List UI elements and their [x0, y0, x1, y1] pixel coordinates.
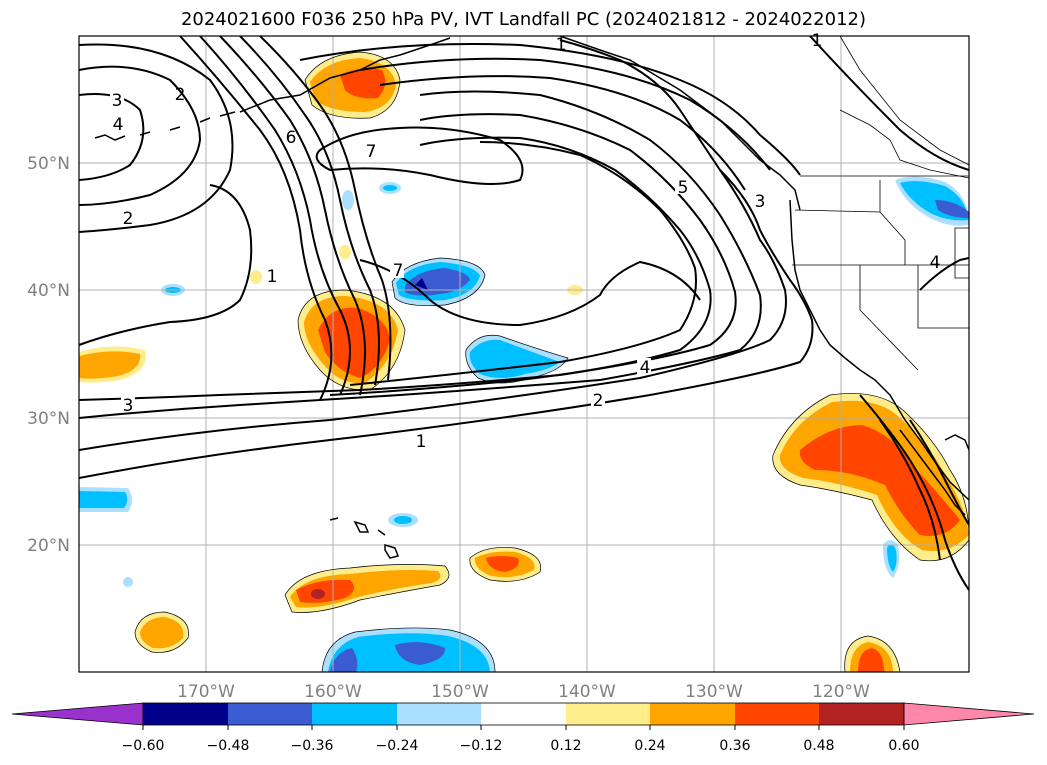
lon-label-130w: 130°W — [685, 682, 743, 702]
lat-label-40n: 40°N — [27, 281, 70, 301]
contour-label: 3 — [112, 91, 123, 111]
colorbar: −0.60 −0.48 −0.36 −0.24 −0.12 0.12 0.24 … — [11, 702, 1035, 754]
colorbar-segment — [143, 703, 228, 725]
contour-label: 2 — [175, 85, 186, 105]
colorbar-tick-label: 0.12 — [550, 738, 581, 754]
colorbar-tick-label: −0.24 — [376, 738, 419, 754]
lat-label-20n: 20°N — [27, 536, 70, 556]
colorbar-segment — [312, 703, 397, 725]
contour-label-group — [110, 92, 767, 448]
lat-label-30n: 30°N — [27, 409, 70, 429]
contour-label: 5 — [678, 178, 689, 198]
colorbar-frame — [142, 702, 905, 726]
lon-label-120w: 120°W — [812, 682, 870, 702]
colorbar-under-extend — [11, 702, 144, 726]
contour-label: 4 — [930, 253, 941, 273]
ivt-contours — [79, 36, 969, 591]
lon-label-150w: 150°W — [431, 682, 489, 702]
colorbar-segment — [819, 703, 904, 725]
colorbar-segment — [566, 703, 650, 725]
contour-label: 7 — [393, 261, 404, 281]
map-title: 2024021600 F036 250 hPa PV, IVT Landfall… — [180, 9, 867, 30]
colorbar-tick-label: 0.48 — [803, 738, 834, 754]
lat-label-50n: 50°N — [27, 154, 70, 174]
colorbar-over-extend — [903, 702, 1035, 726]
colorbar-segment — [481, 703, 566, 725]
longitude-labels: 170°W 160°W 150°W 140°W 130°W 120°W — [177, 682, 870, 702]
colorbar-tick-label: 0.60 — [888, 738, 919, 754]
contour-label: 1 — [556, 35, 567, 55]
colorbar-tick-label: −0.12 — [460, 738, 503, 754]
colorbar-tick-label: 0.36 — [719, 738, 750, 754]
map-frame — [78, 35, 970, 673]
borders — [792, 36, 969, 371]
contour-label: 1 — [267, 267, 278, 287]
contour-label: 6 — [286, 128, 297, 148]
lon-label-170w: 170°W — [177, 682, 235, 702]
contour-label: 1 — [812, 31, 823, 51]
colorbar-segment — [228, 703, 312, 725]
contour-labels: 3 4 2 2 3 1 2 4 5 3 6 7 7 1 1 1 4 — [112, 31, 941, 452]
contour-label: 4 — [113, 115, 124, 135]
colorbar-segment — [735, 703, 819, 725]
contour-label: 4 — [640, 358, 651, 378]
colorbar-tick-label: 0.24 — [634, 738, 665, 754]
contour-label: 3 — [755, 192, 766, 212]
contour-label: 2 — [593, 391, 604, 411]
colorbar-tick-label: −0.48 — [207, 738, 250, 754]
lon-label-140w: 140°W — [558, 682, 616, 702]
contour-label: 2 — [123, 209, 134, 229]
lon-label-160w: 160°W — [304, 682, 362, 702]
colorbar-tick-label: −0.36 — [291, 738, 334, 754]
contour-label: 3 — [123, 396, 134, 416]
colorbar-segment — [397, 703, 481, 725]
colorbar-segment — [650, 703, 735, 725]
latitude-labels: 50°N 40°N 30°N 20°N — [27, 154, 70, 556]
colorbar-tick-label: −0.60 — [122, 738, 165, 754]
contour-label: 7 — [366, 142, 377, 162]
contour-label: 1 — [416, 432, 427, 452]
